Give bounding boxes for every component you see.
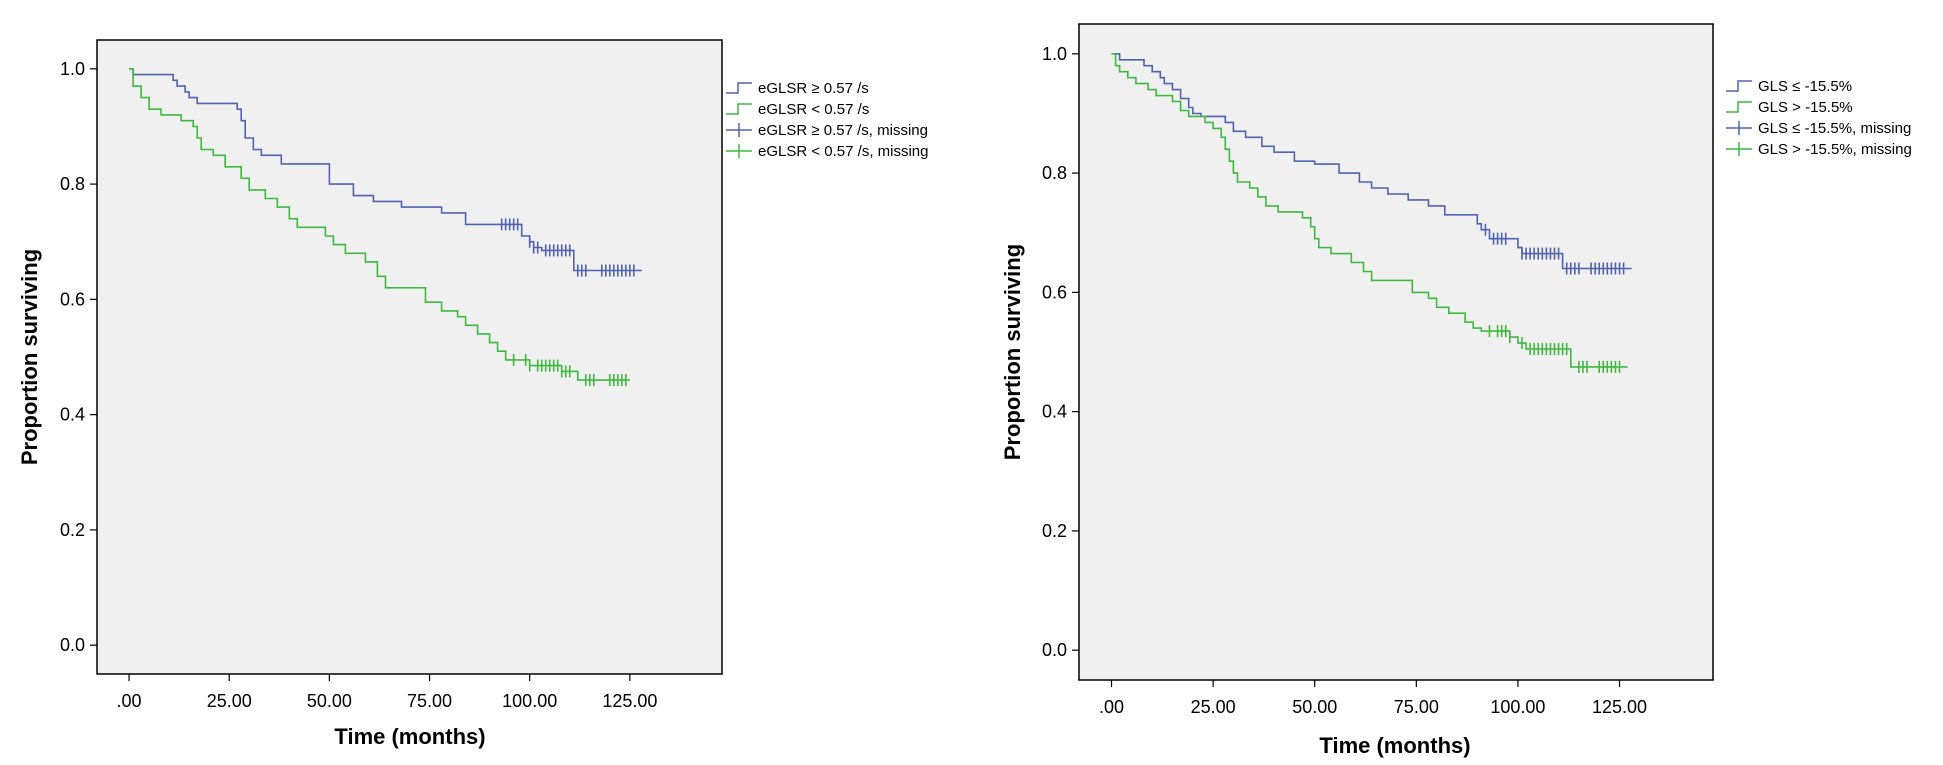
legend-censor-symbol xyxy=(726,144,752,158)
y-axis-title: Proportion surviving xyxy=(17,249,42,465)
y-tick-label: 0.2 xyxy=(1042,521,1067,541)
y-tick-label: 1.0 xyxy=(1042,44,1067,64)
legend-censor-symbol xyxy=(1726,142,1752,156)
y-tick-label: 1.0 xyxy=(60,59,85,79)
survival-curve-series-1 xyxy=(1111,53,1632,270)
x-tick-label: 125.00 xyxy=(1592,697,1647,717)
x-tick-label: 75.00 xyxy=(1394,697,1439,717)
legend-entry: eGLSR ≥ 0.57 /s xyxy=(758,80,869,97)
y-tick-label: 0.6 xyxy=(60,289,85,309)
y-tick-label: 0.2 xyxy=(60,520,85,540)
x-tick-label: .00 xyxy=(1099,697,1124,717)
legend-censor-symbol xyxy=(1726,121,1752,135)
y-tick-label: 0.4 xyxy=(1042,402,1067,422)
x-tick-label: 50.00 xyxy=(1292,697,1337,717)
x-axis-title: Time (months) xyxy=(334,724,485,749)
legend-entry: eGLSR < 0.57 /s xyxy=(758,101,869,118)
legend-entry: GLS ≤ -15.5%, missing xyxy=(1758,120,1911,137)
legend-censor-symbol xyxy=(726,123,752,137)
plot-area xyxy=(1078,23,1714,681)
y-tick-label: 0.4 xyxy=(60,405,85,425)
x-axis-title: Time (months) xyxy=(1319,733,1470,758)
y-axis-title: Proportion surviving xyxy=(1000,244,1025,460)
x-tick-label: 50.00 xyxy=(307,691,352,711)
y-tick-label: 0.6 xyxy=(1042,282,1067,302)
legend-entry: GLS > -15.5% xyxy=(1758,99,1853,116)
legend-line-symbol xyxy=(1726,80,1752,92)
legend-line-symbol xyxy=(726,103,752,115)
x-tick-label: 100.00 xyxy=(502,691,557,711)
legend-entry: eGLSR < 0.57 /s, missing xyxy=(758,143,929,160)
x-tick-label: .00 xyxy=(117,691,142,711)
x-tick-label: 25.00 xyxy=(207,691,252,711)
y-tick-label: 0.0 xyxy=(60,635,85,655)
y-tick-label: 0.8 xyxy=(60,174,85,194)
legend-line-symbol xyxy=(1726,101,1752,113)
x-tick-label: 125.00 xyxy=(602,691,657,711)
legend-entry: GLS > -15.5%, missing xyxy=(1758,141,1912,158)
plot-area xyxy=(96,39,723,675)
legend-entry: eGLSR ≥ 0.57 /s, missing xyxy=(758,122,928,139)
y-tick-label: 0.8 xyxy=(1042,163,1067,183)
x-tick-label: 75.00 xyxy=(407,691,452,711)
km-chart-2: 0.0 0.2 0.4 0.6 0.8 1.0 .00 25.00 50.00 75.00 100.… xyxy=(1000,23,1912,758)
survival-curve-series-2 xyxy=(1111,53,1628,368)
km-chart-1: 0.0 0.2 0.4 0.6 0.8 1.0 .00 25.00 50.00 75.00 100.… xyxy=(17,39,929,749)
survival-curve-series-2 xyxy=(129,68,630,381)
x-tick-label: 25.00 xyxy=(1191,697,1236,717)
x-tick-label: 100.00 xyxy=(1490,697,1545,717)
y-tick-label: 0.0 xyxy=(1042,640,1067,660)
legend-entry: GLS ≤ -15.5% xyxy=(1758,78,1852,95)
legend-line-symbol xyxy=(726,82,752,94)
